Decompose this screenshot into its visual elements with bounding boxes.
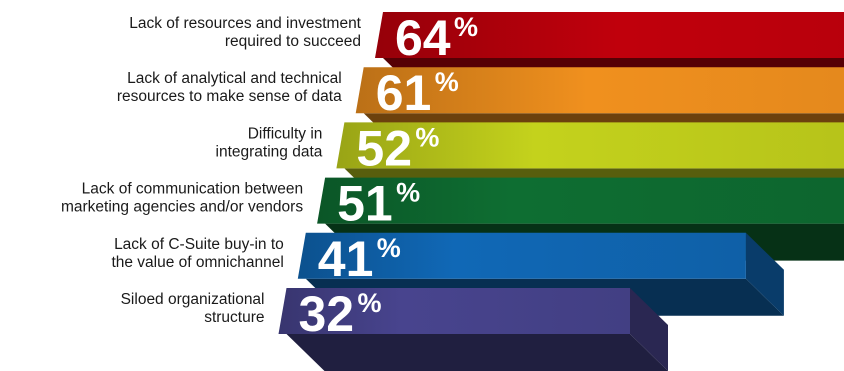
category-label-line: marketing agencies and/or vendors <box>61 199 303 216</box>
percent-sign: % <box>454 12 478 42</box>
bar <box>317 177 844 224</box>
bar-value-label: 64 <box>395 10 451 66</box>
category-label-line: Lack of analytical and technical <box>127 70 342 87</box>
percent-sign: % <box>358 288 382 318</box>
bar-value-label: 52 <box>356 120 412 176</box>
percent-sign: % <box>415 122 439 152</box>
bar-end-face <box>630 288 668 371</box>
bar <box>375 12 844 58</box>
percent-sign: % <box>396 178 420 208</box>
category-label: Lack of C-Suite buy-in to the value of om… <box>111 236 283 271</box>
category-label-line: Siloed organizational <box>121 291 265 308</box>
bar-value-label: 41 <box>318 231 374 287</box>
category-label: Lack of analytical and technical resource… <box>117 70 342 105</box>
bar-group: 32 % Siloed organizational structure <box>121 286 668 371</box>
bar <box>278 288 630 334</box>
bars-layer: 64 % Lack of resources and investment requi… <box>61 10 844 371</box>
bar-value-label: 32 <box>299 286 355 342</box>
category-label-line: Lack of C-Suite buy-in to <box>114 236 284 253</box>
category-label-line: Lack of communication between <box>82 181 303 198</box>
category-label-line: resources to make sense of data <box>117 88 342 105</box>
category-label-line: structure <box>204 309 264 326</box>
category-label: Lack of resources and investment required… <box>129 15 361 50</box>
category-label-line: integrating data <box>216 143 323 160</box>
category-label-line: required to succeed <box>225 33 361 50</box>
category-label: Lack of communication between marketing a… <box>61 181 303 216</box>
category-label-line: Difficulty in <box>248 125 323 142</box>
category-label-line: the value of omnichannel <box>111 254 283 271</box>
bar-end-face <box>745 232 784 316</box>
percent-sign: % <box>377 233 401 263</box>
percent-sign: % <box>435 67 459 97</box>
category-label: Difficulty in integrating data <box>216 125 323 160</box>
bar-value-label: 61 <box>376 65 432 121</box>
bar-bottom-face <box>286 334 668 371</box>
category-label-line: Lack of resources and investment <box>129 15 361 32</box>
bar <box>336 122 844 169</box>
category-label: Siloed organizational structure <box>121 291 265 326</box>
bar <box>355 67 844 114</box>
bar <box>297 232 746 279</box>
bar-value-label: 51 <box>337 176 393 232</box>
